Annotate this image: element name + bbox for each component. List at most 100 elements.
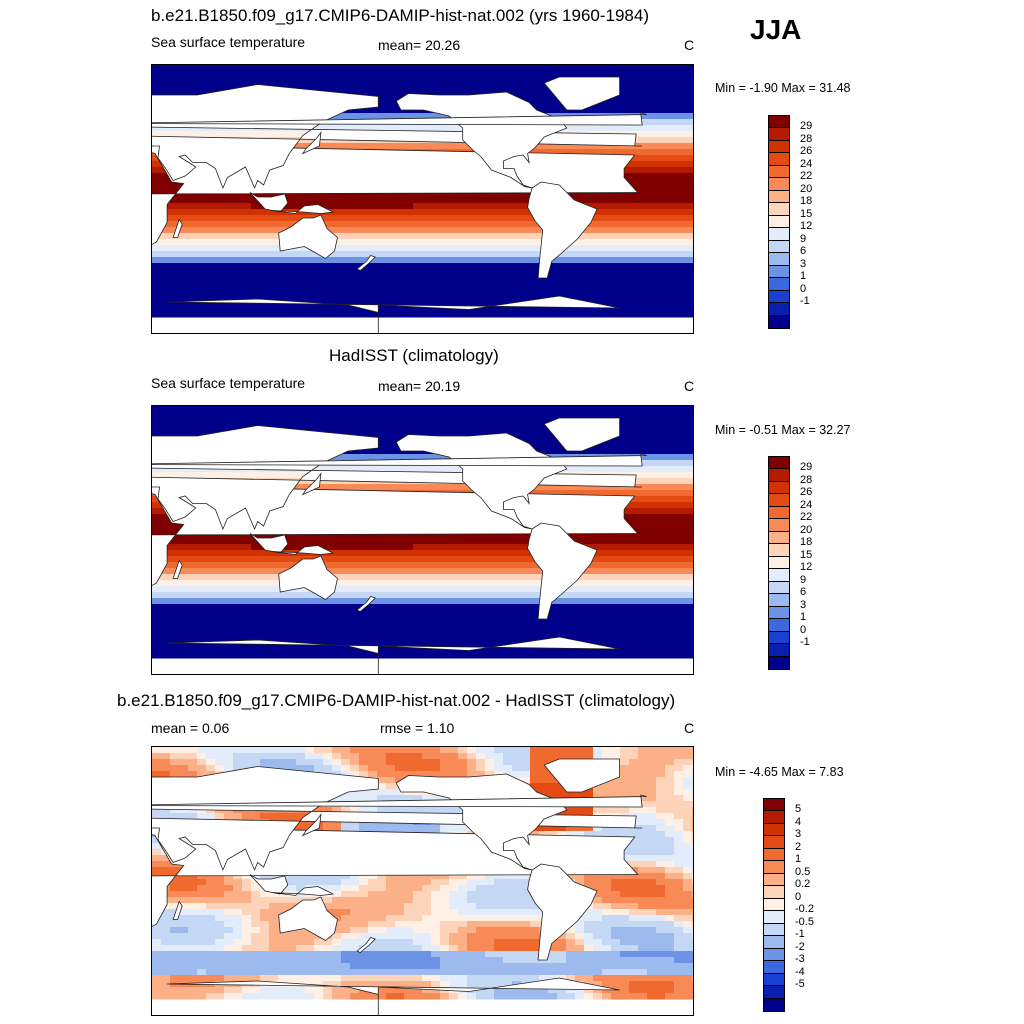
field-cell [674,484,684,491]
field-cell [512,215,522,222]
field-cell [620,143,630,150]
field-cell [296,478,306,485]
field-cell [485,634,495,641]
field-cell [692,574,693,581]
field-cell [620,574,630,581]
field-cell [656,215,666,222]
field-cell [638,299,648,306]
field-cell [404,113,414,120]
field-cell [449,245,459,252]
field-cell [494,574,504,581]
field-cell [521,203,531,210]
field-cell [296,83,306,90]
field-cell [656,508,666,515]
field-cell [206,71,216,78]
field-cell [512,89,522,96]
field-cell [260,580,270,587]
field-cell [179,586,189,593]
field-cell [530,634,540,641]
field-cell [206,131,216,138]
field-cell [170,293,180,300]
field-cell [440,634,450,641]
field-cell [359,233,369,240]
field-cell [674,71,684,78]
field-cell [368,532,378,539]
field-cell [197,634,207,641]
field-cell [413,281,423,288]
field-cell [197,412,207,419]
field-cell [350,251,360,258]
field-cell [251,568,261,575]
field-cell [188,239,198,246]
season-label: JJA [750,14,802,45]
field-cell [548,412,558,419]
field-cell [602,299,612,306]
field-cell [377,65,387,72]
field-cell [422,299,432,306]
field-cell [449,604,459,611]
field-cell [422,574,432,581]
field-cell [593,442,603,449]
field-cell [413,484,423,491]
field-cell [377,430,387,437]
field-cell [557,65,567,72]
field-cell [629,173,639,180]
field-cell [296,424,306,431]
field-cell [278,227,288,234]
field-cell [485,215,495,222]
field-cell [458,245,468,252]
field-cell [332,406,342,413]
field-cell [422,113,432,120]
field-cell [404,556,414,563]
field-cell [251,191,261,198]
mean-label: mean= 20.26 [378,37,461,53]
field-cell [476,251,486,258]
field-cell [530,83,540,90]
field-cell [395,484,405,491]
field-cell [674,604,684,611]
field-cell [449,203,459,210]
field-cell [413,568,423,575]
field-cell [152,418,162,425]
field-cell [674,514,684,521]
colorbar-swatch [769,178,789,191]
field-cell [683,221,693,228]
field-cell [206,239,216,246]
field-cell [494,263,504,270]
field-cell [467,610,477,617]
field-cell [377,89,387,96]
field-cell [242,77,252,84]
field-cell [512,556,522,563]
field-cell [233,580,243,587]
field-cell [638,496,648,503]
field-cell [521,628,531,635]
field-cell [683,502,693,509]
field-cell [161,293,171,300]
field-cell [359,71,369,78]
field-cell [422,83,432,90]
field-cell [404,580,414,587]
field-cell [656,305,666,312]
field-cell [683,167,693,174]
field-cell [341,71,351,78]
field-cell [296,622,306,629]
field-cell [341,592,351,599]
field-cell [665,305,675,312]
field-cell [692,257,693,264]
field-cell [197,239,207,246]
field-cell [152,173,162,180]
field-cell [413,251,423,258]
field-cell [323,424,333,431]
field-cell [647,257,657,264]
field-cell [548,275,558,282]
field-cell [269,311,279,318]
field-cell [629,634,639,641]
field-cell [341,239,351,246]
field-cell [575,65,585,72]
field-cell [206,305,216,312]
field-cell [683,215,693,222]
field-cell [386,448,396,455]
field-cell [440,622,450,629]
field-cell [422,305,432,312]
field-cell [665,526,675,533]
